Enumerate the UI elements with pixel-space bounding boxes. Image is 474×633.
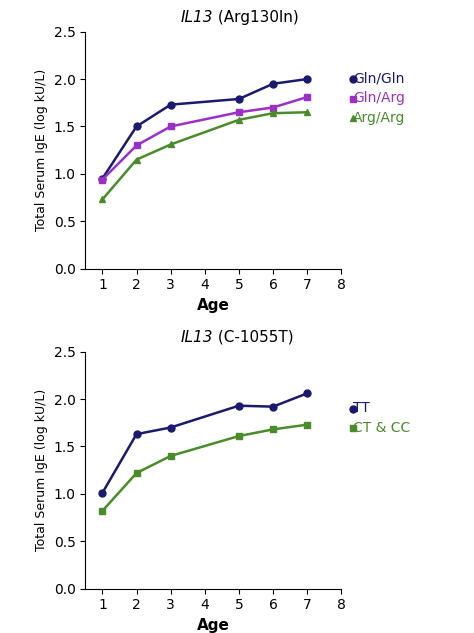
CT & CC	[100, 507, 105, 515]
Text: IL13: IL13	[181, 330, 213, 344]
Arg/Arg	[168, 141, 173, 148]
Arg/Arg	[304, 108, 310, 116]
Gln/Gln	[100, 175, 105, 182]
Gln/Gln	[236, 95, 242, 103]
CT & CC	[236, 432, 242, 440]
CT & CC	[168, 452, 173, 460]
Line: CT & CC: CT & CC	[99, 421, 310, 515]
CT & CC	[134, 469, 139, 477]
Gln/Arg	[236, 108, 242, 116]
Gln/Arg	[168, 123, 173, 130]
TT	[304, 389, 310, 397]
Text: IL13: IL13	[181, 9, 213, 25]
Text: (C-1055T): (C-1055T)	[213, 330, 294, 344]
X-axis label: Age: Age	[197, 298, 230, 313]
TT	[270, 403, 276, 410]
Gln/Arg	[100, 176, 105, 184]
TT	[100, 489, 105, 497]
Arg/Arg	[270, 110, 276, 117]
Gln/Gln	[270, 80, 276, 87]
Gln/Arg	[304, 93, 310, 101]
Gln/Gln	[134, 123, 139, 130]
X-axis label: Age: Age	[197, 618, 230, 633]
Gln/Arg	[134, 142, 139, 149]
Gln/Arg	[270, 104, 276, 111]
Gln/Gln	[304, 75, 310, 83]
TT	[134, 430, 139, 438]
Legend: Gln/Gln, Gln/Arg, Arg/Arg: Gln/Gln, Gln/Arg, Arg/Arg	[353, 72, 406, 125]
TT	[236, 402, 242, 410]
Arg/Arg	[236, 116, 242, 123]
Gln/Gln	[168, 101, 173, 108]
TT	[168, 423, 173, 431]
Line: Gln/Gln: Gln/Gln	[99, 75, 310, 182]
Arg/Arg	[134, 156, 139, 163]
Legend: TT, CT & CC: TT, CT & CC	[353, 401, 410, 435]
CT & CC	[270, 425, 276, 433]
Y-axis label: Total Serum IgE (log kU/L): Total Serum IgE (log kU/L)	[35, 389, 48, 551]
Text: (Arg130ln): (Arg130ln)	[213, 9, 299, 25]
Arg/Arg	[100, 196, 105, 203]
CT & CC	[304, 421, 310, 429]
Line: TT: TT	[99, 390, 310, 496]
Line: Arg/Arg: Arg/Arg	[99, 109, 310, 203]
Y-axis label: Total Serum IgE (log kU/L): Total Serum IgE (log kU/L)	[35, 69, 48, 231]
Line: Gln/Arg: Gln/Arg	[99, 94, 310, 183]
